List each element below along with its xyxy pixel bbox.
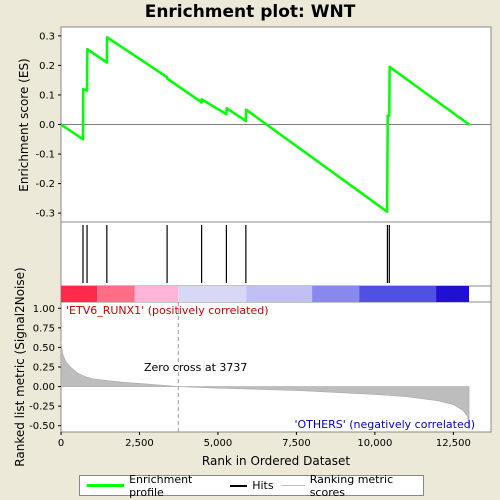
heatmap-segment-6 [359, 286, 437, 302]
legend-swatch-hits [230, 484, 248, 487]
es-tick-label-6: 0.3 [39, 31, 55, 42]
legend: Enrichment profile Hits Ranking metric s… [79, 472, 424, 499]
chart-title: Enrichment plot: WNT [144, 2, 356, 22]
es-point-2 [82, 87, 85, 91]
hits-panel [60, 221, 492, 287]
es-point-13 [244, 119, 248, 123]
es-tick-label-2: -0.1 [35, 150, 55, 161]
es-tick-label-3: 0.0 [39, 120, 55, 131]
es-point-5 [105, 61, 109, 64]
es-point-16 [386, 161, 389, 165]
metric-tick-label-2: 0.00 [33, 382, 55, 393]
metric-tick-label-0: -0.50 [29, 421, 55, 432]
x-tick-label-0: 0 [58, 438, 64, 449]
x-tick-label-5: 12,500 [436, 438, 471, 449]
heatmap-segment-7 [436, 286, 470, 302]
es-point-12 [225, 107, 228, 110]
es-tick-label-1: -0.2 [35, 179, 55, 190]
es-point-19 [388, 65, 391, 69]
es-y-axis-label: Enrichment score (ES) [17, 58, 31, 191]
es-point-10 [200, 98, 204, 101]
metric-tick-label-1: -0.25 [29, 402, 55, 413]
es-point-3 [85, 89, 89, 92]
legend-label-enrichment: Enrichment profile [129, 472, 193, 499]
heatmap-segment-2 [134, 286, 179, 302]
metric-y-axis-label: Ranked list metric (Signal2Noise) [13, 267, 27, 466]
es-point-8 [166, 77, 169, 80]
metric-tick-label-6: 1.00 [33, 304, 55, 315]
legend-label-metric: Ranking metric scores [309, 472, 394, 499]
es-point-11 [225, 112, 228, 116]
legend-label-hits: Hits [252, 479, 274, 492]
x-tick-label-3: 7,500 [282, 438, 311, 449]
ranked-metric-area [60, 341, 470, 430]
es-point-1 [81, 138, 85, 141]
es-tick-label-4: 0.1 [39, 90, 55, 101]
zero-cross-label: Zero cross at 3737 [144, 361, 247, 374]
legend-item-ranking-metric: Ranking metric scores [280, 472, 423, 499]
es-point-6 [105, 36, 109, 39]
heatmap-segment-0 [61, 286, 98, 302]
legend-swatch-metric [280, 485, 305, 486]
heatmap-segment-1 [97, 286, 135, 302]
metric-tick-label-5: 0.75 [33, 323, 55, 334]
heatmap-segment-5 [312, 286, 360, 302]
x-tick-label-1: 2,500 [125, 438, 154, 449]
negative-label: 'OTHERS' (negatively correlated) [294, 418, 475, 431]
es-point-4 [86, 47, 89, 51]
heatmap-segment-3 [178, 286, 247, 302]
x-axis-label: Rank in Ordered Dataset [202, 454, 350, 468]
es-tick-label-0: -0.3 [35, 209, 55, 220]
metric-panel [60, 301, 492, 433]
metric-tick-label-4: 0.50 [33, 343, 55, 354]
heatmap-segment-4 [246, 286, 313, 302]
es-tick-label-5: 0.2 [39, 61, 55, 72]
x-tick-label-2: 5,000 [204, 438, 233, 449]
es-point-15 [385, 210, 389, 213]
positive-label: 'ETV6_RUNX1' (positively correlated) [66, 304, 269, 317]
es-point-18 [388, 114, 391, 117]
es-point-14 [244, 108, 248, 111]
x-tick-label-4: 10,000 [357, 438, 392, 449]
es-point-9 [200, 101, 203, 104]
legend-item-enrichment-profile: Enrichment profile [87, 473, 223, 499]
metric-tick-label-3: 0.25 [33, 363, 55, 374]
legend-swatch-enrichment [87, 484, 125, 487]
legend-item-hits: Hits [230, 479, 274, 492]
es-point-20 [467, 123, 471, 126]
